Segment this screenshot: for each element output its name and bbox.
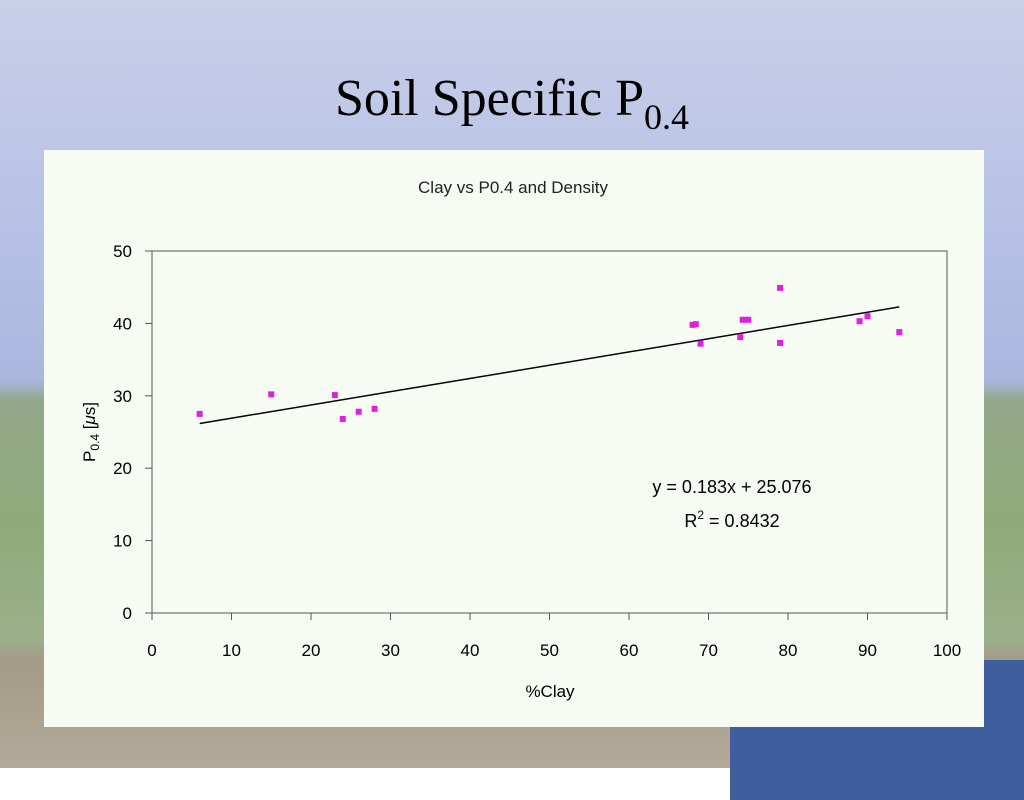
x-tick-label: 70	[699, 641, 718, 660]
slide-title-sub: 0.4	[644, 97, 689, 137]
x-tick-label: 50	[540, 641, 559, 660]
slide: Soil Specific P0.4 Clay vs P0.4 and Dens…	[44, 70, 984, 727]
point	[864, 313, 871, 320]
x-tick-label: 90	[858, 641, 877, 660]
slide-title-text: Soil Specific P	[335, 70, 644, 127]
point	[692, 321, 699, 328]
point	[339, 415, 346, 422]
x-tick-label: 10	[222, 641, 241, 660]
point	[268, 391, 275, 398]
point	[745, 316, 752, 323]
x-axis-label: %Clay	[525, 682, 575, 701]
y-axis-label: P0.4 [μs]	[80, 402, 102, 462]
point	[896, 329, 903, 336]
y-tick-label: 50	[113, 242, 132, 261]
x-tick-label: 20	[302, 641, 321, 660]
x-tick-label: 100	[933, 641, 961, 660]
point	[355, 408, 362, 415]
y-label-close: s]	[80, 402, 99, 415]
y-tick-label: 40	[113, 314, 132, 333]
x-tick-label: 80	[779, 641, 798, 660]
point	[739, 316, 746, 323]
trend-r2: R2 = 0.8432	[684, 508, 779, 531]
x-tick-label: 0	[147, 641, 156, 660]
r2-text: R	[684, 511, 697, 531]
point	[777, 284, 784, 291]
point	[371, 405, 378, 412]
y-tick-label: 30	[113, 387, 132, 406]
y-tick-label: 20	[113, 459, 132, 478]
y-label-open: [	[80, 424, 99, 434]
point	[737, 334, 744, 341]
y-tick-label: 10	[113, 532, 132, 551]
x-tick-label: 30	[381, 641, 400, 660]
y-label-sub: 0.4	[88, 434, 102, 451]
trend-line	[199, 306, 900, 425]
y-tick-label: 0	[123, 604, 132, 623]
x-tick-label: 40	[461, 641, 480, 660]
r2-rest: = 0.8432	[704, 511, 780, 531]
trend-equation: y = 0.183x + 25.076	[652, 477, 811, 497]
point	[777, 339, 784, 346]
y-label-text: P	[80, 451, 99, 462]
chart-panel	[44, 150, 984, 727]
x-tick-label: 60	[620, 641, 639, 660]
point	[856, 318, 863, 325]
point	[196, 410, 203, 417]
r2-sup: 2	[697, 508, 704, 522]
slide-title: Soil Specific P0.4	[335, 70, 689, 137]
chart-title: Clay vs P0.4 and Density	[418, 178, 608, 197]
y-label-mu: μ	[80, 415, 99, 426]
point	[331, 392, 338, 399]
point	[689, 321, 696, 328]
point	[697, 340, 704, 347]
